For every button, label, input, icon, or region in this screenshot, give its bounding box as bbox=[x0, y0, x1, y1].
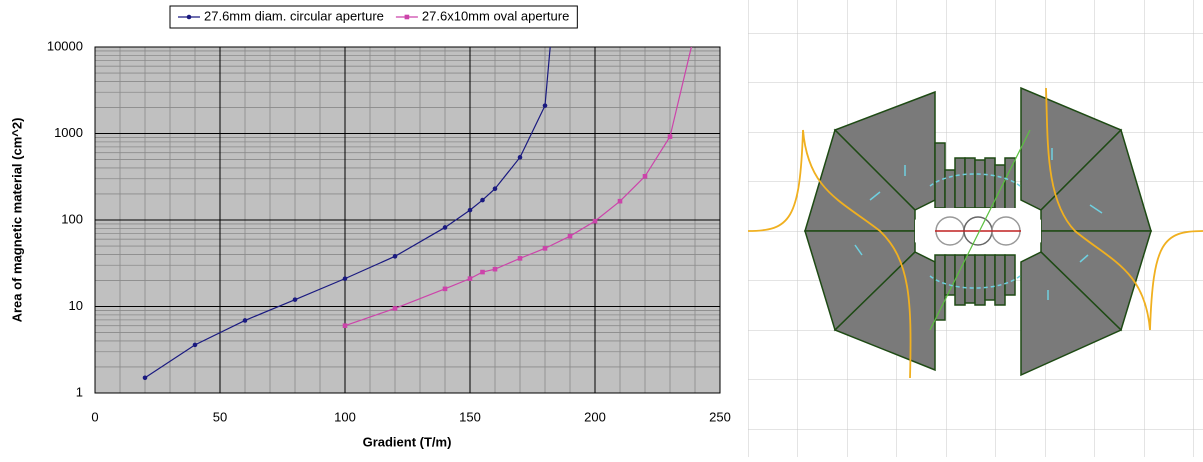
y-tick-label: 10000 bbox=[47, 38, 83, 53]
point bbox=[393, 254, 398, 259]
y-tick-label: 1000 bbox=[54, 125, 83, 140]
magnet-bar bbox=[985, 158, 995, 208]
x-tick-label: 50 bbox=[213, 409, 227, 424]
magnet-bar bbox=[965, 255, 975, 303]
x-tick-label: 250 bbox=[709, 409, 731, 424]
magnet-bar bbox=[1005, 158, 1015, 210]
magnet-diagram bbox=[748, 0, 1203, 457]
point bbox=[543, 246, 548, 251]
point bbox=[618, 199, 623, 204]
magnet-bar bbox=[935, 143, 945, 208]
x-axis-title: Gradient (T/m) bbox=[363, 434, 452, 449]
point bbox=[443, 225, 448, 230]
magnet-bar bbox=[965, 158, 975, 208]
point bbox=[343, 276, 348, 281]
point bbox=[393, 306, 398, 311]
point bbox=[568, 234, 573, 239]
legend-label: 27.6mm diam. circular aperture bbox=[204, 8, 384, 23]
point bbox=[668, 134, 673, 139]
point bbox=[543, 103, 548, 108]
x-tick-label: 0 bbox=[91, 409, 98, 424]
magnet-bar bbox=[975, 160, 985, 208]
chart: Gradient (T/m) Area of magnetic material… bbox=[0, 0, 1203, 457]
point bbox=[143, 375, 148, 380]
point bbox=[693, 29, 698, 34]
point bbox=[493, 186, 498, 191]
point bbox=[643, 174, 648, 179]
magnet-bar bbox=[995, 165, 1005, 210]
x-tick-label: 100 bbox=[334, 409, 356, 424]
magnet-bar bbox=[995, 255, 1005, 305]
point bbox=[480, 198, 485, 203]
point bbox=[593, 219, 598, 224]
y-tick-label: 10 bbox=[69, 298, 83, 313]
point bbox=[518, 155, 523, 160]
page: Gradient (T/m) Area of magnetic material… bbox=[0, 0, 1203, 457]
magnet-bar bbox=[975, 255, 985, 305]
x-tick-label: 200 bbox=[584, 409, 606, 424]
magnet-bar bbox=[985, 255, 995, 300]
plot-area bbox=[95, 19, 720, 393]
point bbox=[193, 343, 198, 348]
point bbox=[480, 270, 485, 275]
point bbox=[243, 318, 248, 323]
point bbox=[443, 287, 448, 292]
magnet-bar bbox=[1005, 255, 1015, 295]
y-tick-label: 100 bbox=[61, 211, 83, 226]
magnet-bar bbox=[945, 170, 955, 210]
legend-marker bbox=[405, 15, 410, 20]
point bbox=[293, 297, 298, 302]
point bbox=[468, 276, 473, 281]
legend-label: 27.6x10mm oval aperture bbox=[422, 8, 569, 23]
magnet-bar bbox=[955, 158, 965, 208]
y-axis-title: Area of magnetic material (cm^2) bbox=[9, 118, 24, 323]
legend: 27.6mm diam. circular aperture 27.6x10mm … bbox=[170, 6, 577, 28]
point bbox=[518, 256, 523, 261]
point bbox=[343, 323, 348, 328]
point bbox=[468, 208, 473, 213]
point bbox=[493, 267, 498, 272]
y-tick-label: 1 bbox=[76, 384, 83, 399]
legend-marker bbox=[187, 15, 192, 20]
x-tick-label: 150 bbox=[459, 409, 481, 424]
